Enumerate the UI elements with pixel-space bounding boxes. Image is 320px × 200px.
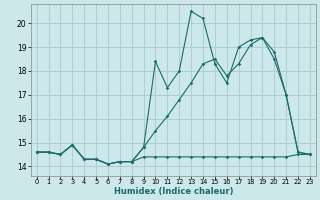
X-axis label: Humidex (Indice chaleur): Humidex (Indice chaleur)	[114, 187, 233, 196]
